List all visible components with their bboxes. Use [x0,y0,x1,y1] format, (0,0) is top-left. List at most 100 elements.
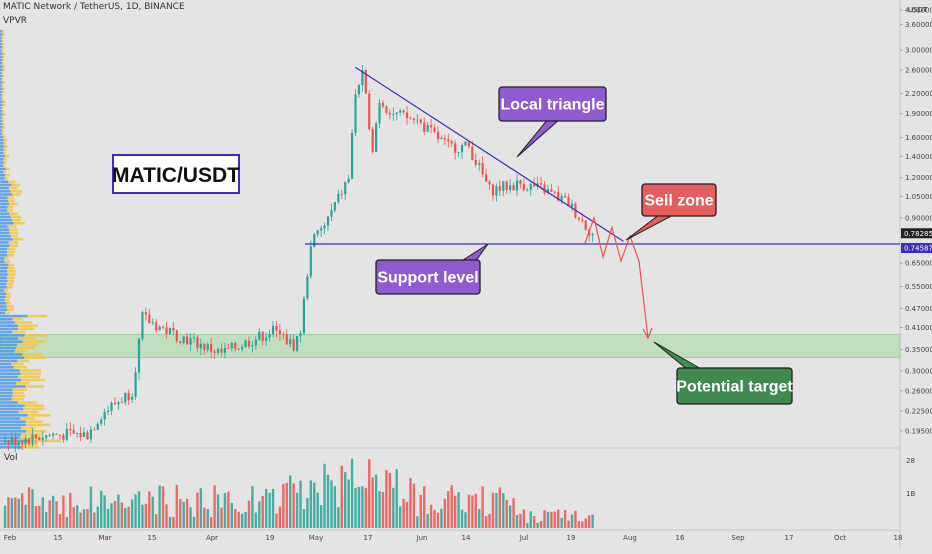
time-tick-label[interactable]: Jun [416,534,428,542]
time-tick-label[interactable]: 18 [894,534,903,542]
volume-bar-down [481,486,484,528]
price-tick-label[interactable]: 0.41000 [905,324,932,332]
candle-down [471,146,474,160]
candle-up [151,322,154,324]
volume-profile-bar-down [1,97,3,100]
time-tick-label[interactable]: 15 [148,534,157,542]
time-tick-label[interactable]: 17 [785,534,794,542]
volume-bar-down [550,511,553,528]
price-label-value[interactable]: 0.74587 [904,245,932,253]
volume-profile-bar-up [0,311,6,315]
time-tick-label[interactable]: 15 [54,534,63,542]
price-tick-label[interactable]: 0.90000 [905,214,932,222]
candle-up [330,210,333,217]
volume-tick-label[interactable]: 1B [906,490,915,498]
volume-bar-down [203,507,206,528]
candle-down [27,438,31,444]
time-tick-label[interactable]: Sep [731,534,745,542]
volume-profile-bar-up [0,394,13,398]
volume-bar-down [522,509,526,528]
volume-profile-bar-up [0,68,3,71]
candle-up [478,163,481,165]
vpvr-label[interactable]: VPVR [3,16,27,26]
volume-tick-label[interactable]: 28 [906,457,915,465]
price-tick-label[interactable]: 0.30000 [905,367,932,375]
volume-bar-up [295,492,299,528]
volume-bar-down [213,485,216,528]
time-tick-label[interactable]: Feb [4,534,17,542]
price-tick-label[interactable]: 0.19500 [905,427,932,435]
volume-bar-down [491,492,495,528]
price-tick-label[interactable]: 1.05000 [905,193,932,201]
sell-zone-callout[interactable]: Sell zone [625,183,717,241]
time-tick-label[interactable]: Jul [519,534,529,542]
potential-target-callout[interactable]: Potential target [653,341,793,405]
time-tick-label[interactable]: 17 [364,534,373,542]
volume-bar-down [282,483,285,528]
volume-bar-up [106,509,110,528]
volume-profile-bar-up [0,106,2,110]
time-tick-label[interactable]: May [309,534,323,542]
volume-profile-bar-up [0,286,7,289]
volume-profile-bar-up [0,378,22,382]
time-tick-label[interactable]: Aug [623,534,637,542]
time-tick-label[interactable]: 16 [676,534,685,542]
price-tick-label[interactable]: 3.00000 [905,47,932,55]
volume-label[interactable]: Vol [4,453,18,463]
price-label-value[interactable]: 0.78285 [904,230,932,238]
candle-up [302,298,306,334]
volume-profile-bar-down [2,52,6,55]
price-tick-label[interactable]: 0.22500 [905,407,932,415]
candle-up [570,203,574,207]
local-triangle-callout[interactable]: Local triangle [498,86,607,158]
price-tick-label[interactable]: 0.26000 [905,387,932,395]
time-axis[interactable]: Feb 15 Mar 15 Apr 19 May 17 Jun 14 Jul 19 Aug 16 Sep 17… [4,534,903,542]
price-tick-label[interactable]: 0.35000 [905,346,932,354]
time-tick-label[interactable]: 19 [567,534,576,542]
price-axis[interactable]: 4.00000 3.60000 3.00000 2.60000 2.20000 1.900… [900,7,932,499]
volume-profile-bar-up [0,337,19,340]
volume-profile-bar-down [1,36,4,39]
volume-profile-bar-down [6,305,14,308]
price-tick-label[interactable]: 3.60000 [905,21,932,29]
volume-bar-up [515,514,519,528]
price-tick-label[interactable]: 0.65000 [905,260,932,268]
volume-bar-up [347,479,350,528]
price-tick-label[interactable]: 0.55000 [905,283,932,291]
volume-profile-bar-up [0,52,3,55]
price-tick-label[interactable]: 1.40000 [905,153,932,161]
volume-profile-bar-down [12,218,21,222]
volume-bar-up [244,511,247,528]
volume-bar-down [381,491,385,528]
price-tick-label[interactable]: 2.60000 [905,67,932,75]
title-box[interactable]: MATIC/USDT [112,154,240,194]
volume-bar-down [55,501,58,528]
price-tick-label[interactable]: 1.60000 [905,134,932,142]
support-level-callout[interactable]: Support level [375,243,489,295]
volume-profile-bar-down [7,276,15,279]
price-tick-label[interactable]: 1.90000 [905,110,932,118]
time-tick-label[interactable]: 19 [266,534,275,542]
time-tick-label[interactable]: 14 [462,534,471,542]
volume-bar-down [467,494,471,528]
volume-profile-bar-down [8,186,18,190]
time-tick-label[interactable]: Oct [834,534,846,542]
candle-down [62,435,65,440]
volume-bar-down [93,512,96,528]
price-tick-label[interactable]: 0.47000 [905,305,932,313]
volume-bar-up [223,492,227,528]
volume-profile-bar-down [1,84,4,87]
callouts[interactable]: MATIC/USDT Local triangle Sell zone Support… [112,86,793,405]
volume-bar-down [371,477,374,528]
volume-bar-up [478,509,481,528]
price-tick-label[interactable]: 1.20000 [905,174,932,182]
volume-bar-down [340,465,343,528]
price-tick-label[interactable]: 2.20000 [905,90,932,98]
time-tick-label[interactable]: Mar [98,534,111,542]
triangle-trendline [355,66,624,242]
price-tick-label[interactable]: 4.00000 [905,7,932,15]
volume-bar-down [385,470,388,528]
time-tick-label[interactable]: Apr [206,534,218,542]
